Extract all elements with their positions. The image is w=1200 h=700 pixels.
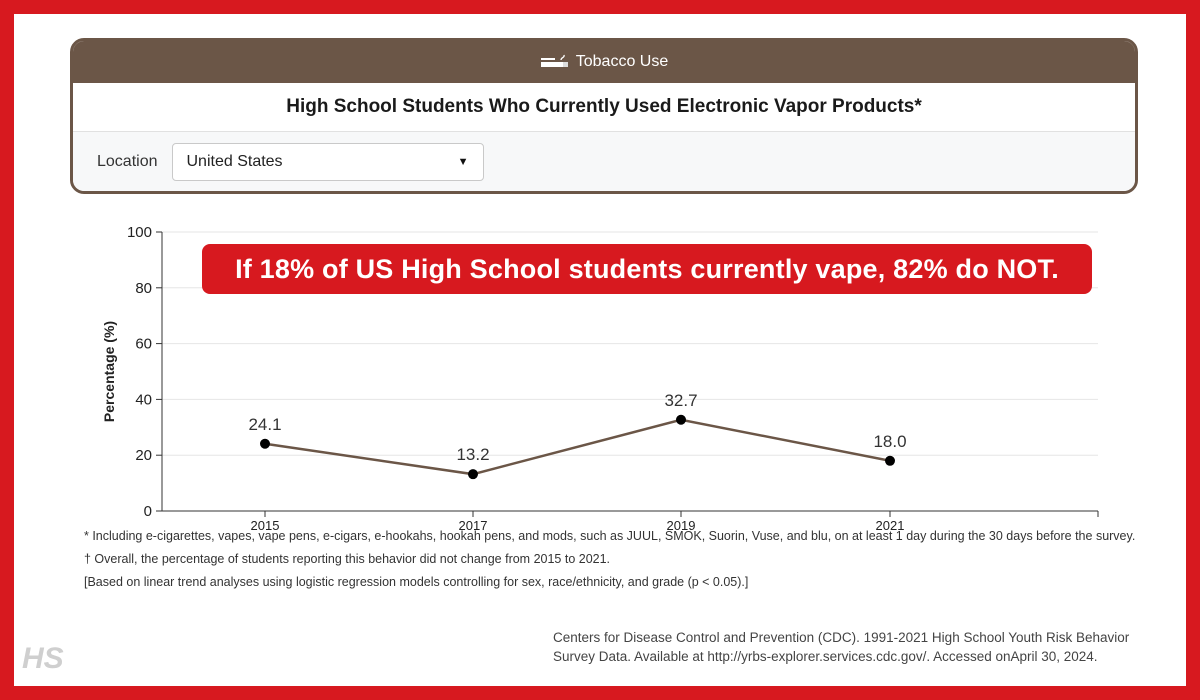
series-line bbox=[264, 418, 891, 476]
panel-header: Tobacco Use bbox=[73, 41, 1135, 83]
footnote-3: [Based on linear trend analyses using lo… bbox=[84, 575, 749, 589]
data-point bbox=[676, 414, 686, 425]
data-label: 18.0 bbox=[873, 432, 906, 451]
x-tick-label: 2019 bbox=[667, 518, 696, 533]
y-tick-label: 60 bbox=[135, 336, 152, 353]
location-label: Location bbox=[97, 153, 158, 170]
data-point bbox=[468, 469, 478, 480]
data-point bbox=[260, 438, 270, 449]
data-point bbox=[885, 455, 895, 466]
y-tick-label: 0 bbox=[144, 503, 152, 520]
cigarette-icon bbox=[540, 54, 568, 67]
data-label: 13.2 bbox=[456, 445, 489, 464]
footnotes: * Including e-cigarettes, vapes, vape pe… bbox=[84, 528, 1144, 597]
y-axis-label: Percentage (%) bbox=[101, 321, 117, 422]
source-line-1: Centers for Disease Control and Preventi… bbox=[553, 630, 1130, 645]
footnote-1: * Including e-cigarettes, vapes, vape pe… bbox=[84, 529, 1136, 543]
data-label: 24.1 bbox=[248, 415, 281, 434]
location-select[interactable]: United States ▼ bbox=[171, 143, 484, 181]
y-tick-label: 20 bbox=[135, 447, 152, 464]
location-select-value: United States bbox=[186, 153, 283, 170]
hs-logo-icon: HS bbox=[22, 642, 64, 675]
source-citation: Centers for Disease Control and Preventi… bbox=[553, 628, 1183, 666]
y-tick-label: 40 bbox=[135, 391, 152, 408]
x-tick-label: 2021 bbox=[876, 518, 905, 533]
footnote-2: † Overall, the percentage of students re… bbox=[84, 552, 611, 566]
source-line-2: Survey Data. Available at http://yrbs-ex… bbox=[553, 649, 1098, 664]
y-tick-label: 100 bbox=[127, 224, 152, 241]
logo-text: HS bbox=[22, 642, 64, 675]
panel-category: Tobacco Use bbox=[575, 53, 669, 70]
panel-controls: Location United States ▼ bbox=[73, 132, 1135, 191]
x-tick-label: 2015 bbox=[251, 518, 280, 533]
x-tick-label: 2017 bbox=[459, 518, 488, 533]
y-tick-label: 80 bbox=[135, 280, 152, 297]
callout-banner: If 18% of US High School students curren… bbox=[202, 244, 1092, 294]
chart-panel: Tobacco Use High School Students Who Cur… bbox=[70, 38, 1138, 194]
data-label: 32.7 bbox=[664, 391, 697, 410]
panel-title: High School Students Who Currently Used … bbox=[73, 83, 1135, 132]
chevron-down-icon: ▼ bbox=[457, 156, 469, 168]
